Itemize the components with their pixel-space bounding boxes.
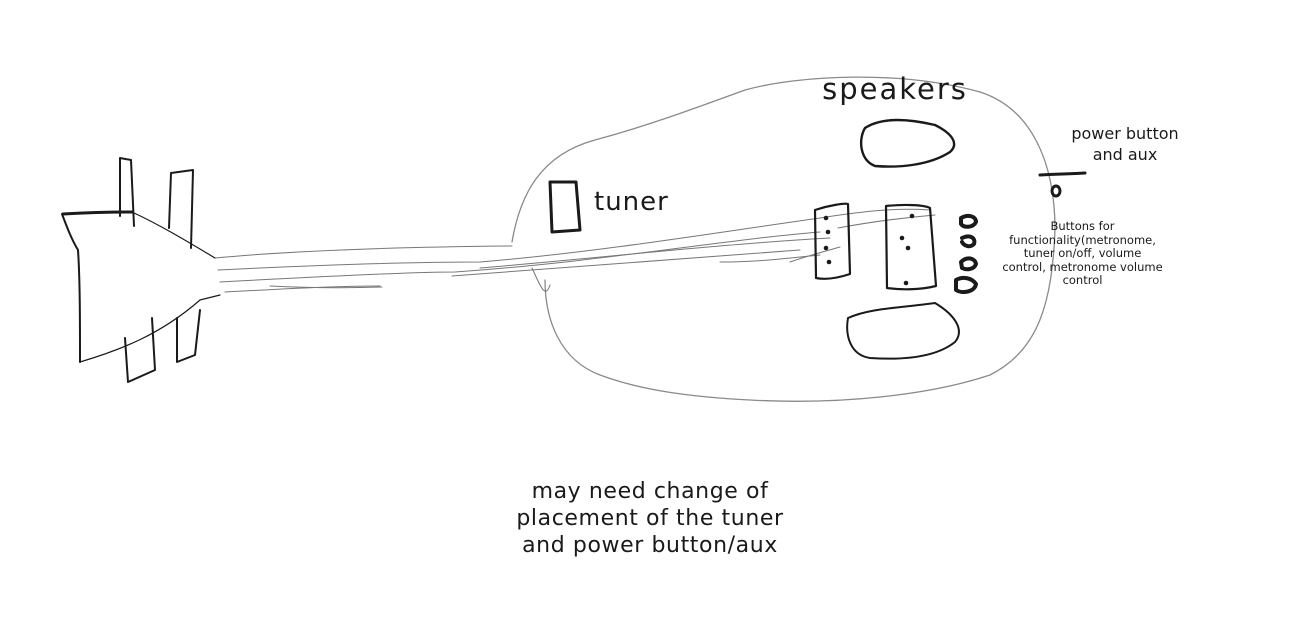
- power-aux-jack: [1038, 171, 1087, 198]
- pickup-neck: [813, 202, 852, 280]
- tuner-box: [548, 180, 582, 234]
- pickup-bridge: [884, 203, 938, 291]
- speakers-label: speakers: [822, 72, 968, 106]
- placement-note: may need change of placement of the tune…: [516, 479, 784, 558]
- speaker-top: [859, 118, 956, 168]
- power-button-label: power button and aux: [1071, 124, 1179, 164]
- tuner-label: tuner: [594, 187, 669, 217]
- function-buttons-label: Buttons for functionality(metronome, tun…: [1002, 219, 1163, 287]
- function-buttons: [954, 213, 978, 294]
- headstock: [61, 157, 221, 383]
- speaker-bottom: [846, 302, 960, 360]
- guitar-body-outline: [511, 76, 1056, 402]
